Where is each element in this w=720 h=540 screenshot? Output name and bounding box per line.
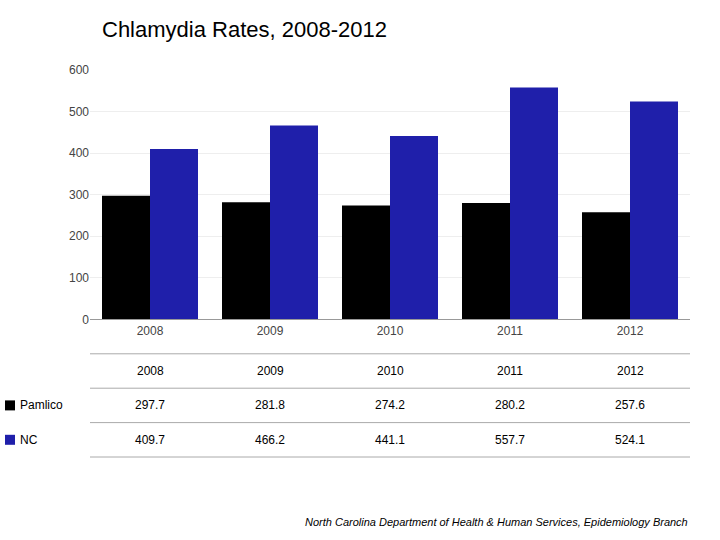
svg-text:2011: 2011 bbox=[497, 364, 523, 378]
svg-text:Pamlico: Pamlico bbox=[20, 398, 63, 412]
svg-text:600: 600 bbox=[69, 63, 89, 77]
svg-text:NC: NC bbox=[20, 433, 38, 447]
svg-text:2008: 2008 bbox=[137, 364, 164, 378]
svg-text:524.1: 524.1 bbox=[615, 433, 645, 447]
svg-text:2010: 2010 bbox=[377, 324, 404, 338]
svg-text:500: 500 bbox=[69, 105, 89, 119]
svg-text:0: 0 bbox=[82, 313, 89, 327]
svg-text:300: 300 bbox=[69, 188, 89, 202]
svg-text:466.2: 466.2 bbox=[255, 433, 285, 447]
svg-text:2012: 2012 bbox=[617, 364, 644, 378]
svg-text:100: 100 bbox=[69, 271, 89, 285]
svg-text:2010: 2010 bbox=[377, 364, 404, 378]
svg-text:281.8: 281.8 bbox=[255, 398, 285, 412]
svg-text:2009: 2009 bbox=[257, 324, 284, 338]
svg-text:441.1: 441.1 bbox=[375, 433, 405, 447]
svg-text:280.2: 280.2 bbox=[495, 398, 525, 412]
svg-text:297.7: 297.7 bbox=[135, 398, 165, 412]
svg-text:274.2: 274.2 bbox=[375, 398, 405, 412]
svg-text:2012: 2012 bbox=[617, 324, 644, 338]
svg-text:557.7: 557.7 bbox=[495, 433, 525, 447]
svg-text:North Carolina Department of H: North Carolina Department of Health & Hu… bbox=[305, 516, 688, 528]
svg-text:2009: 2009 bbox=[257, 364, 284, 378]
svg-text:409.7: 409.7 bbox=[135, 433, 165, 447]
svg-text:Chlamydia Rates, 2008-2012: Chlamydia Rates, 2008-2012 bbox=[102, 17, 387, 42]
svg-text:2011: 2011 bbox=[497, 324, 523, 338]
svg-text:257.6: 257.6 bbox=[615, 398, 645, 412]
svg-text:200: 200 bbox=[69, 229, 89, 243]
svg-text:2008: 2008 bbox=[137, 324, 164, 338]
svg-text:400: 400 bbox=[69, 146, 89, 160]
